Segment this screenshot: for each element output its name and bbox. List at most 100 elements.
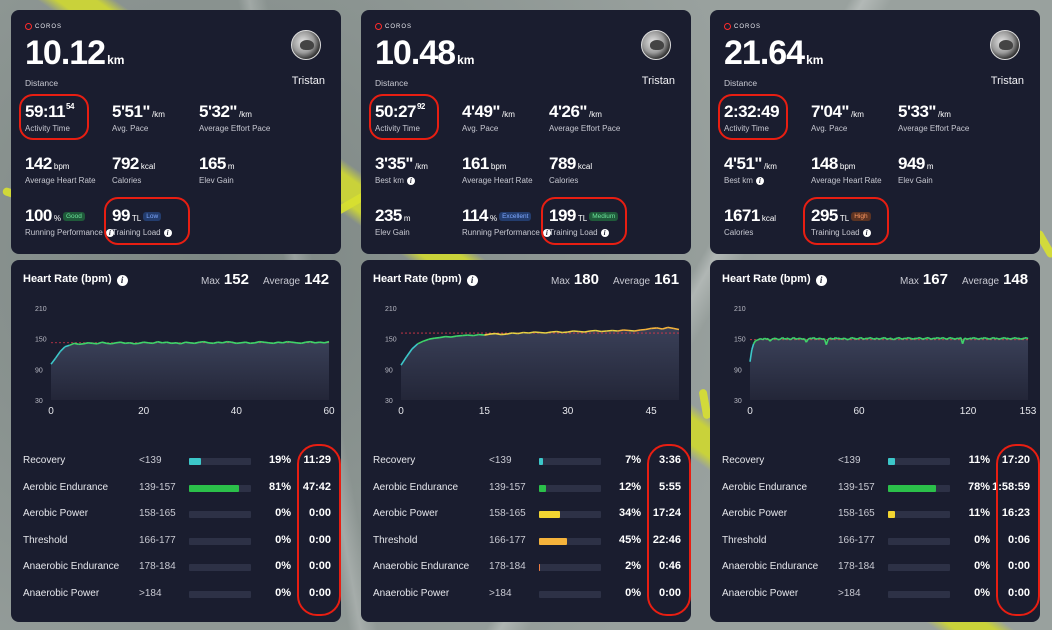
- heart-rate-line-segment: [217, 341, 223, 344]
- stat-label-text: Elev Gain: [199, 176, 234, 185]
- heart-rate-line-segment: [662, 326, 669, 330]
- y-tick-label: 150: [35, 337, 47, 344]
- heart-rate-line-segment: [918, 336, 922, 339]
- info-icon[interactable]: i: [406, 177, 415, 185]
- stat-label: Running Performance i: [462, 228, 557, 238]
- stat-unit: %: [489, 214, 498, 223]
- heart-rate-line-segment: [314, 341, 320, 344]
- zone-bar-fill: [888, 458, 895, 465]
- heart-rate-line-segment: [162, 341, 167, 344]
- info-icon[interactable]: i: [105, 229, 114, 237]
- coros-logo: COROS: [25, 23, 62, 30]
- zone-time: 0:46: [658, 560, 681, 572]
- hr-max-value: 152: [223, 271, 249, 288]
- stat-label: Average Effort Pace: [549, 124, 644, 134]
- heart-rate-line-segment: [534, 331, 541, 334]
- coros-logo: COROS: [724, 23, 761, 30]
- distance-number: 21.64: [724, 34, 805, 72]
- info-icon[interactable]: i: [163, 229, 172, 237]
- heart-rate-line-segment: [282, 340, 288, 344]
- zone-percent: 0%: [275, 533, 291, 546]
- stat-number: 59:11: [25, 102, 66, 121]
- stat-value: 99 TL Low: [112, 206, 207, 226]
- heart-rate-line-segment: [775, 337, 778, 340]
- heart-rate-line-segment: [478, 333, 485, 336]
- heart-rate-line-segment: [842, 337, 845, 340]
- heart-rate-line-segment: [606, 329, 613, 332]
- info-icon[interactable]: i: [815, 275, 827, 286]
- zone-bar: [539, 564, 601, 571]
- heart-rate-line-segment: [945, 337, 949, 340]
- heart-rate-line-segment: [949, 336, 952, 339]
- info-icon[interactable]: i: [600, 229, 609, 237]
- heart-rate-line-segment: [628, 329, 635, 332]
- user-name: Tristan: [990, 75, 1024, 87]
- heart-rate-line-segment: [942, 336, 945, 339]
- heart-rate-line-segment: [791, 336, 795, 340]
- heart-rate-line-segment: [296, 342, 302, 345]
- zone-bar-fill: [189, 484, 240, 492]
- zone-row: Recovery <139 11% 17:20: [710, 453, 1040, 471]
- stat-number: 4'49": [462, 102, 500, 121]
- stat-label-text: Calories: [112, 176, 142, 185]
- zone-percent: 0%: [974, 586, 990, 599]
- heart-rate-line-segment: [989, 337, 993, 340]
- zone-percent: 19%: [268, 454, 291, 466]
- hr-max: Max 180: [551, 271, 599, 288]
- stat-label: Average Effort Pace: [199, 124, 294, 134]
- stat-label-text: Calories: [549, 176, 579, 185]
- info-icon[interactable]: i: [466, 275, 478, 286]
- distance-unit: km: [457, 53, 475, 67]
- heart-rate-line-segment: [873, 337, 876, 340]
- zone-row: Anaerobic Power >184 0% 0:00: [710, 586, 1040, 604]
- heart-rate-line-segment: [795, 337, 798, 340]
- stat-number: 949: [898, 154, 925, 173]
- heart-rate-line-segment: [1003, 336, 1007, 340]
- heart-rate-line-segment: [933, 337, 936, 340]
- avatar[interactable]: [291, 30, 321, 60]
- x-tick-label: 0: [398, 406, 404, 417]
- heart-rate-line-segment: [771, 337, 774, 340]
- zone-range: <139: [139, 455, 162, 466]
- heart-rate-line-segment: [1022, 337, 1025, 340]
- stat-hundredths: 92: [416, 102, 425, 111]
- heart-rate-line-segment: [891, 338, 894, 341]
- zone-percent: 0%: [275, 586, 291, 599]
- heart-rate-line-segment: [956, 337, 960, 340]
- stat-avg-pace: 4'49"/km Avg. Pace: [462, 102, 557, 134]
- hr-max-label: Max: [900, 276, 919, 287]
- avatar[interactable]: [641, 30, 671, 60]
- heart-rate-card: Heart Rate (bpm) i Max 180 Average 161 210 150 9…: [361, 260, 691, 622]
- stat-unit: /km: [238, 110, 252, 119]
- avatar[interactable]: [990, 30, 1020, 60]
- info-icon[interactable]: i: [755, 177, 764, 185]
- heart-rate-line-segment: [802, 337, 805, 340]
- y-tick-label: 210: [734, 306, 746, 313]
- info-icon[interactable]: i: [542, 229, 551, 237]
- info-icon[interactable]: i: [862, 229, 871, 237]
- stat-value: 792 kcal: [112, 154, 207, 174]
- heart-rate-line-segment: [450, 335, 457, 338]
- heart-rate-line-segment: [927, 336, 931, 340]
- zone-bar: [539, 458, 601, 465]
- info-icon[interactable]: i: [116, 275, 128, 286]
- stat-label: Running Performance i: [25, 228, 120, 238]
- heart-rate-line-segment: [847, 338, 851, 341]
- heart-rate-line-segment: [434, 336, 440, 339]
- heart-rate-line-segment: [758, 337, 762, 340]
- heart-rate-line-segment: [862, 337, 865, 340]
- heart-rate-line-segment: [967, 337, 971, 340]
- heart-rate-line-segment: [319, 341, 325, 344]
- heart-rate-line-segment: [936, 336, 940, 339]
- stat-unit: TL: [839, 214, 850, 223]
- heart-rate-line-segment: [756, 338, 760, 341]
- heart-rate-line-segment: [59, 346, 66, 352]
- heart-rate-line-segment: [940, 336, 944, 340]
- hr-max-value: 167: [922, 271, 948, 288]
- heart-rate-line-segment: [905, 336, 909, 340]
- x-tick-label: 0: [747, 406, 753, 417]
- activity-summary-card: COROS 21.64 km Distance Tristan 2:32:49 Activi…: [710, 10, 1040, 254]
- heart-rate-line-segment: [789, 338, 793, 341]
- zone-time: 17:20: [1001, 454, 1030, 466]
- distance-number: 10.48: [375, 34, 456, 72]
